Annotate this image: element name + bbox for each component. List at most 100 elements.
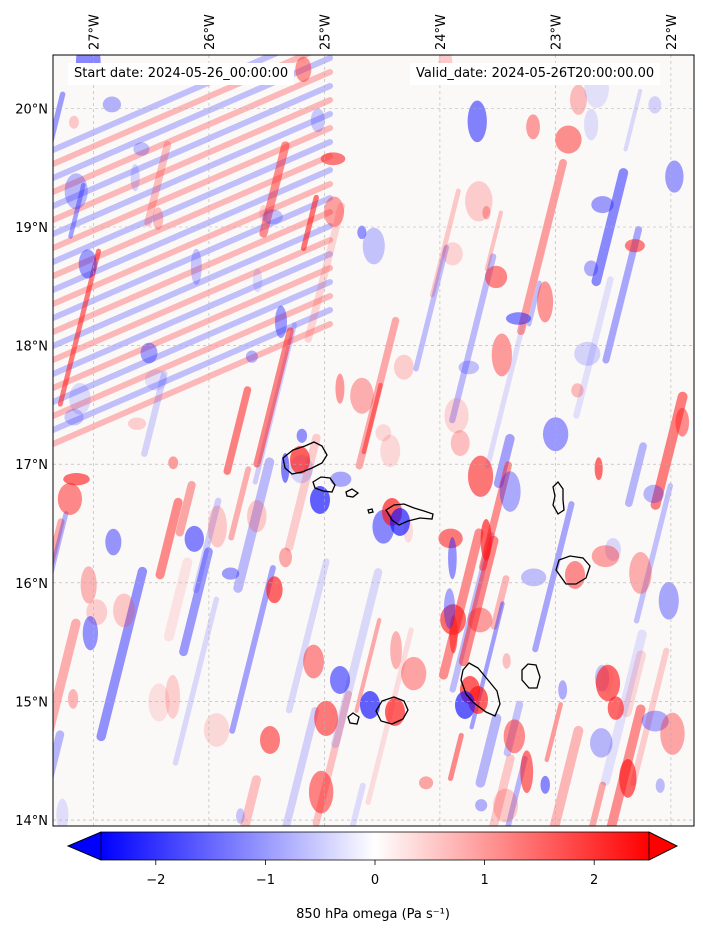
field-cell	[236, 808, 245, 824]
field-streak	[53, 83, 333, 209]
lon-label-22w: 22°W	[665, 14, 680, 50]
field-streak	[53, 223, 333, 349]
field-streak	[53, 111, 333, 237]
field-cell	[252, 268, 263, 293]
field-cell	[274, 305, 287, 339]
field-cell	[444, 397, 469, 434]
field-cell	[68, 115, 79, 129]
field-streak	[300, 194, 319, 252]
field-cell	[574, 341, 601, 366]
field-streak	[53, 167, 333, 293]
field-streak	[192, 497, 222, 594]
field-cell	[133, 142, 150, 156]
field-cell	[648, 96, 662, 114]
field-cell	[448, 537, 457, 580]
field-cell	[480, 518, 492, 561]
field-streak	[304, 202, 346, 343]
map-frame	[52, 54, 695, 827]
field-streak	[172, 596, 220, 766]
lon-label-27w: 27°W	[87, 14, 102, 50]
lon-label-23w: 23°W	[549, 14, 564, 50]
field-cell	[362, 227, 385, 265]
field-cell	[555, 125, 582, 154]
field-streak	[517, 158, 567, 335]
field-cell	[442, 242, 463, 266]
latitude-labels: 20°N 19°N 18°N 17°N 16°N 15°N 14°N	[15, 102, 48, 829]
field-cell	[67, 689, 79, 709]
field-cell	[207, 505, 227, 548]
field-peak	[360, 691, 380, 719]
field-cell	[57, 482, 83, 515]
field-cell	[537, 281, 554, 323]
cb-tick-label-p1: 1	[480, 873, 488, 888]
field-cell	[594, 457, 603, 481]
coastlines	[282, 441, 591, 725]
field-streak	[53, 511, 69, 576]
field-cell	[82, 615, 99, 651]
island-santiago	[460, 662, 501, 717]
cb-tick-label-m2: −2	[146, 873, 165, 888]
field-peak	[330, 666, 350, 694]
field-cell	[128, 417, 147, 430]
field-cell	[675, 407, 690, 437]
field-cell	[570, 84, 587, 115]
colorbar-outline	[66, 831, 678, 861]
field-cell	[665, 160, 684, 193]
field-cell	[503, 719, 526, 754]
colorbar-label: 850 hPa omega (Pa s⁻¹)	[296, 907, 450, 922]
field-peak	[390, 508, 410, 536]
field-cell	[584, 108, 599, 141]
field-streak	[484, 210, 503, 272]
field-cell	[491, 333, 512, 377]
field-cell	[303, 644, 325, 679]
field-streak	[485, 321, 526, 469]
field-cell	[64, 173, 88, 210]
field-streak	[549, 725, 584, 826]
field-streak	[573, 276, 614, 419]
island-boa-vista	[555, 555, 591, 585]
valid-date-label: Valid_date: 2024-05-26T20:00:00.00	[410, 63, 661, 85]
field-streak	[53, 195, 333, 321]
field-streak	[53, 518, 65, 569]
field-streak	[53, 55, 280, 153]
island-sao-nicolau	[385, 503, 434, 526]
field-streak	[282, 707, 319, 826]
field-streak	[544, 702, 563, 763]
colorbar-ticks	[155, 860, 595, 865]
field-cell	[130, 164, 140, 192]
field-cell	[393, 354, 414, 380]
field-cell	[113, 593, 135, 628]
field-cell	[144, 369, 167, 391]
field-cell	[484, 265, 508, 289]
field-cell	[245, 350, 258, 363]
field-cell	[601, 663, 614, 694]
field-streak	[68, 182, 86, 239]
island-maio	[521, 663, 541, 689]
start-date-label: Start date: 2024-05-26_00:00:00	[68, 63, 295, 85]
field-streak	[622, 650, 646, 718]
field-peak	[260, 726, 280, 754]
field-streak	[630, 647, 670, 787]
field-cell	[86, 599, 108, 626]
cb-tick-label-0: 0	[371, 873, 379, 888]
field-streak	[526, 280, 542, 327]
lat-label-15n: 15°N	[15, 695, 48, 710]
field-streak	[57, 248, 101, 407]
island-sal	[552, 480, 565, 515]
field-streak	[53, 265, 333, 391]
field-cell	[595, 664, 621, 702]
field-peak	[385, 698, 405, 726]
field-cell	[259, 204, 268, 222]
field-cell	[418, 776, 434, 790]
field-streak	[625, 442, 647, 508]
field-cell	[78, 249, 97, 279]
field-streak	[591, 168, 629, 287]
longitude-labels: 27°W 26°W 25°W 24°W 23°W 22°W	[87, 14, 679, 50]
field-cell	[380, 434, 401, 468]
field-cell	[521, 568, 547, 587]
field-cell	[591, 545, 620, 568]
field-cell	[450, 430, 470, 456]
field-streak	[413, 244, 450, 372]
field-cell	[502, 653, 511, 669]
